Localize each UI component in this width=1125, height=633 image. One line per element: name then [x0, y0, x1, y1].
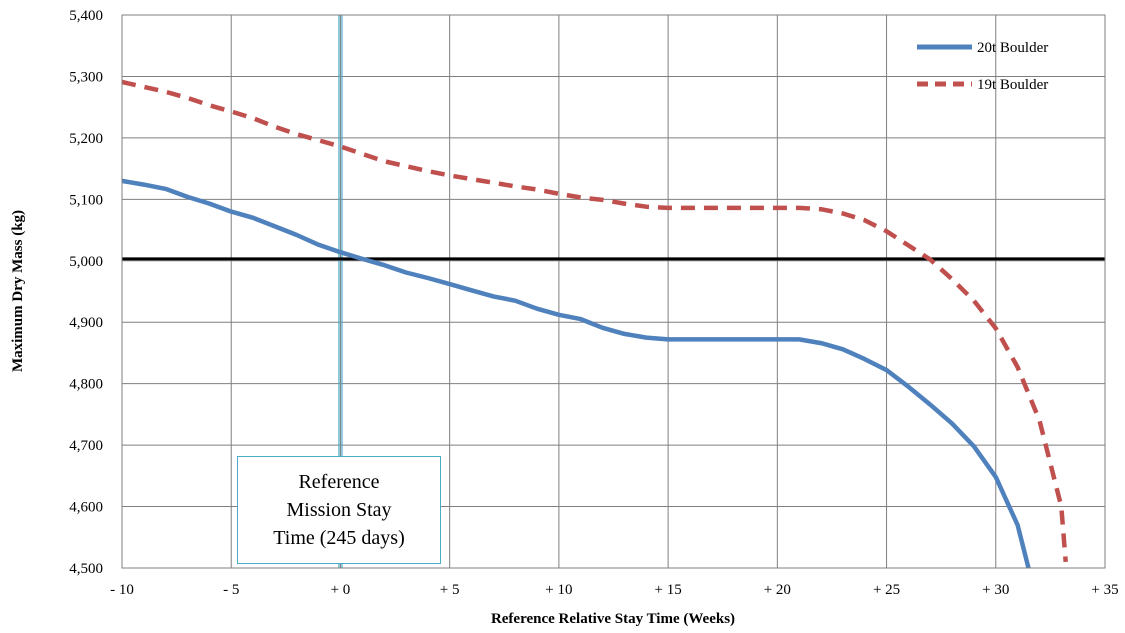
reference-mission-callout: Reference Mission Stay Time (245 days) — [237, 456, 441, 564]
x-tick-label: + 35 — [1091, 582, 1118, 598]
x-axis-title: Reference Relative Stay Time (Weeks) — [491, 611, 735, 627]
y-axis-title: Maximum Dry Mass (kg) — [10, 210, 26, 372]
series-19t-boulder-line — [121, 79, 1068, 563]
y-tick-label: 5,400 — [69, 8, 103, 24]
callout-line-1: Reference — [298, 471, 380, 493]
y-tick-label: 5,100 — [69, 192, 103, 208]
legend-label-19t: 19t Boulder — [977, 77, 1048, 93]
x-tick-label: + 10 — [545, 582, 572, 598]
y-tick-label: 4,700 — [69, 438, 103, 454]
callout-line-2: Mission Stay — [286, 499, 392, 521]
y-tick-label: 5,000 — [69, 254, 103, 270]
callout-line-3: Time (245 days) — [273, 527, 405, 549]
y-tick-label: 4,500 — [69, 561, 103, 577]
x-tick-label: + 5 — [440, 582, 460, 598]
x-tick-label: + 25 — [873, 582, 900, 598]
y-tick-labels: 4,500 4,600 4,700 4,800 4,900 5,000 5,100 5,200… — [69, 8, 103, 577]
x-tick-label: + 20 — [764, 582, 791, 598]
y-tick-label: 4,800 — [69, 377, 103, 393]
legend: 20t Boulder 19t Boulder — [917, 40, 1048, 93]
plot-area-frame — [121, 14, 1106, 569]
x-tick-label: + 0 — [331, 582, 351, 598]
legend-label-20t: 20t Boulder — [977, 40, 1048, 56]
y-tick-label: 4,900 — [69, 315, 103, 331]
x-tick-label: + 15 — [655, 582, 682, 598]
x-tick-labels: - 10 - 5 + 0 + 5 + 10 + 15 + 20 + 25 + 30 + 35 — [110, 582, 1118, 598]
y-tick-label: 5,200 — [69, 131, 103, 147]
x-tick-label: - 10 — [110, 582, 134, 598]
y-tick-label: 4,600 — [69, 500, 103, 516]
x-tick-label: + 30 — [982, 582, 1009, 598]
series-20t-boulder-line — [121, 178, 1031, 569]
x-tick-label: - 5 — [223, 582, 239, 598]
y-tick-label: 5,300 — [69, 69, 103, 85]
